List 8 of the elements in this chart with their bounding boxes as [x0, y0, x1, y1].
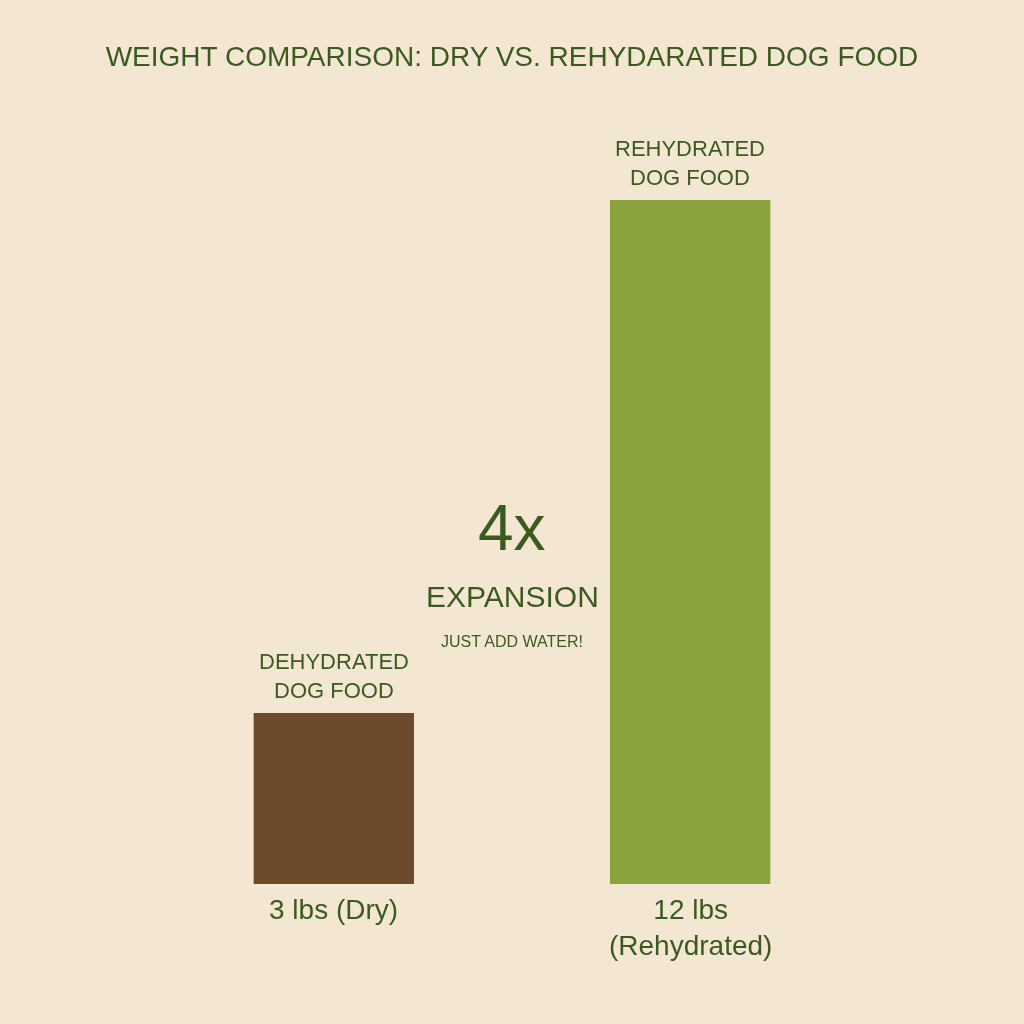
x-tick-label: REHYDRATED DOG FOOD [615, 136, 765, 190]
annotation: 4x [478, 492, 546, 564]
annotation: JUST ADD WATER! [441, 633, 583, 650]
x-tick-label: DEHYDRATED DOG FOOD [259, 649, 409, 703]
data-label: 3 lbs (Dry) [269, 894, 399, 925]
annotation: EXPANSION [426, 580, 599, 613]
data-label: 12 lbs (Rehydrated) [609, 894, 773, 962]
chart-title: WEIGHT COMPARISON: DRY VS. REHYDARATED DOG FOOD [105, 40, 919, 72]
